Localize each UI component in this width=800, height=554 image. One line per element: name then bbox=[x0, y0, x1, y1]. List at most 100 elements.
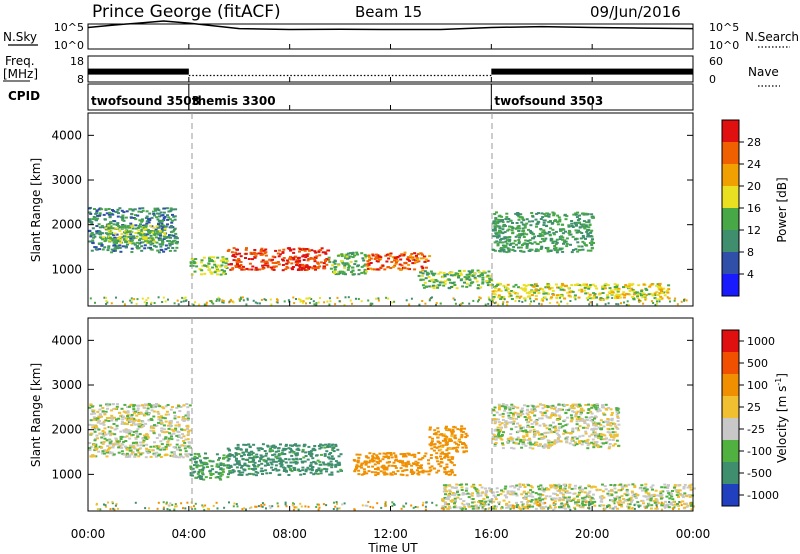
heatmap-cell bbox=[183, 441, 187, 444]
heatmap-cell bbox=[564, 431, 568, 434]
heatmap-cell bbox=[310, 266, 313, 269]
heatmap-cell bbox=[269, 458, 273, 461]
heatmap-cell bbox=[292, 251, 296, 254]
heatmap-cell bbox=[256, 447, 260, 450]
heatmap-cell bbox=[385, 260, 389, 263]
heatmap-cell bbox=[602, 299, 605, 301]
heatmap-cell bbox=[509, 436, 513, 439]
heatmap-cell bbox=[459, 273, 463, 276]
heatmap-cell bbox=[439, 461, 443, 464]
heatmap-cell bbox=[147, 403, 151, 405]
heatmap-cell bbox=[592, 443, 596, 446]
heatmap-cell bbox=[499, 231, 503, 234]
heatmap-cell bbox=[286, 266, 290, 269]
heatmap-cell bbox=[309, 455, 313, 458]
heatmap-cell bbox=[120, 236, 124, 239]
heatmap-cell bbox=[381, 458, 385, 461]
heatmap-cell bbox=[494, 495, 497, 498]
heatmap-cell bbox=[573, 484, 577, 487]
heatmap-cell bbox=[323, 446, 327, 449]
heatmap-cell bbox=[409, 255, 413, 258]
heatmap-cell bbox=[215, 463, 219, 466]
heatmap-cell bbox=[533, 291, 537, 294]
heatmap-cell bbox=[487, 499, 491, 502]
heatmap-cell bbox=[105, 212, 109, 215]
heatmap-cell bbox=[522, 250, 526, 253]
heatmap-cell bbox=[613, 443, 617, 446]
heatmap-cell bbox=[113, 416, 116, 419]
heatmap-cell bbox=[433, 272, 437, 275]
heatmap-cell bbox=[552, 492, 556, 495]
heatmap-cell bbox=[497, 225, 501, 228]
heatmap-cell bbox=[555, 494, 559, 497]
heatmap-cell bbox=[176, 430, 180, 433]
heatmap-cell bbox=[450, 471, 454, 474]
noise-panel: N.Sky 10^5 10^0 10^5 10^0 N.Search bbox=[3, 20, 799, 52]
heatmap-cell bbox=[231, 469, 235, 472]
heatmap-cell bbox=[534, 218, 538, 221]
heatmap-cell bbox=[164, 448, 168, 451]
heatmap-cell bbox=[597, 408, 601, 410]
heatmap-cell bbox=[524, 444, 528, 447]
heatmap-cell bbox=[578, 249, 582, 251]
heatmap-cell bbox=[494, 442, 498, 444]
heatmap-cell bbox=[535, 285, 539, 287]
heatmap-cell bbox=[586, 423, 590, 426]
heatmap-cell bbox=[523, 289, 527, 292]
heatmap-cell bbox=[522, 435, 526, 438]
heatmap-cell bbox=[688, 486, 692, 489]
noise-right-tick-top: 10^5 bbox=[709, 21, 739, 34]
heatmap-cell bbox=[145, 303, 148, 306]
heatmap-cell bbox=[136, 428, 140, 431]
heatmap-cell bbox=[288, 451, 292, 454]
heatmap-cell bbox=[336, 470, 340, 473]
heatmap-cell bbox=[206, 265, 210, 268]
heatmap-cell bbox=[542, 490, 546, 493]
heatmap-cell bbox=[147, 232, 151, 235]
heatmap-cell bbox=[215, 465, 219, 468]
heatmap-cell bbox=[530, 486, 534, 489]
heatmap-cell bbox=[534, 250, 538, 253]
heatmap-cell bbox=[332, 457, 336, 460]
heatmap-cell bbox=[625, 303, 628, 306]
heatmap-cell bbox=[92, 416, 96, 419]
heatmap-cell bbox=[501, 228, 505, 231]
heatmap-cell bbox=[666, 291, 670, 294]
heatmap-cell bbox=[474, 277, 478, 280]
heatmap-cell bbox=[508, 236, 512, 238]
heatmap-cell bbox=[184, 414, 188, 417]
heatmap-cell bbox=[132, 405, 136, 408]
heatmap-cell bbox=[574, 427, 578, 430]
heatmap-cell bbox=[340, 469, 343, 472]
heatmap-cell bbox=[291, 266, 295, 268]
heatmap-cell bbox=[462, 443, 466, 446]
heatmap-cell bbox=[602, 425, 606, 428]
heatmap-cell bbox=[269, 298, 272, 301]
beam-title: Beam 15 bbox=[355, 3, 422, 21]
heatmap-cell bbox=[128, 449, 132, 452]
heatmap-cell bbox=[564, 424, 568, 427]
heatmap-cell bbox=[570, 222, 574, 225]
heatmap-cell bbox=[261, 443, 265, 446]
heatmap-cell bbox=[397, 267, 401, 270]
heatmap-cell bbox=[280, 463, 284, 466]
heatmap-cell bbox=[581, 434, 585, 437]
heatmap-cell bbox=[387, 457, 391, 460]
heatmap-cell bbox=[439, 448, 443, 451]
heatmap-cell bbox=[553, 247, 556, 250]
heatmap-cell bbox=[168, 244, 172, 247]
heatmap-cell bbox=[328, 261, 332, 263]
heatmap-cell bbox=[650, 283, 654, 286]
heatmap-cell bbox=[531, 233, 535, 236]
heatmap-cell bbox=[546, 248, 550, 251]
heatmap-cell bbox=[350, 253, 354, 255]
heatmap-cell bbox=[292, 257, 296, 260]
heatmap-cell bbox=[488, 277, 492, 280]
heatmap-cell bbox=[227, 263, 231, 266]
heatmap-cell bbox=[126, 411, 130, 414]
heatmap-cell bbox=[544, 292, 548, 295]
heatmap-cell bbox=[494, 498, 498, 501]
heatmap-cell bbox=[169, 236, 173, 239]
heatmap-cell bbox=[545, 495, 549, 498]
heatmap-cell bbox=[681, 500, 685, 503]
